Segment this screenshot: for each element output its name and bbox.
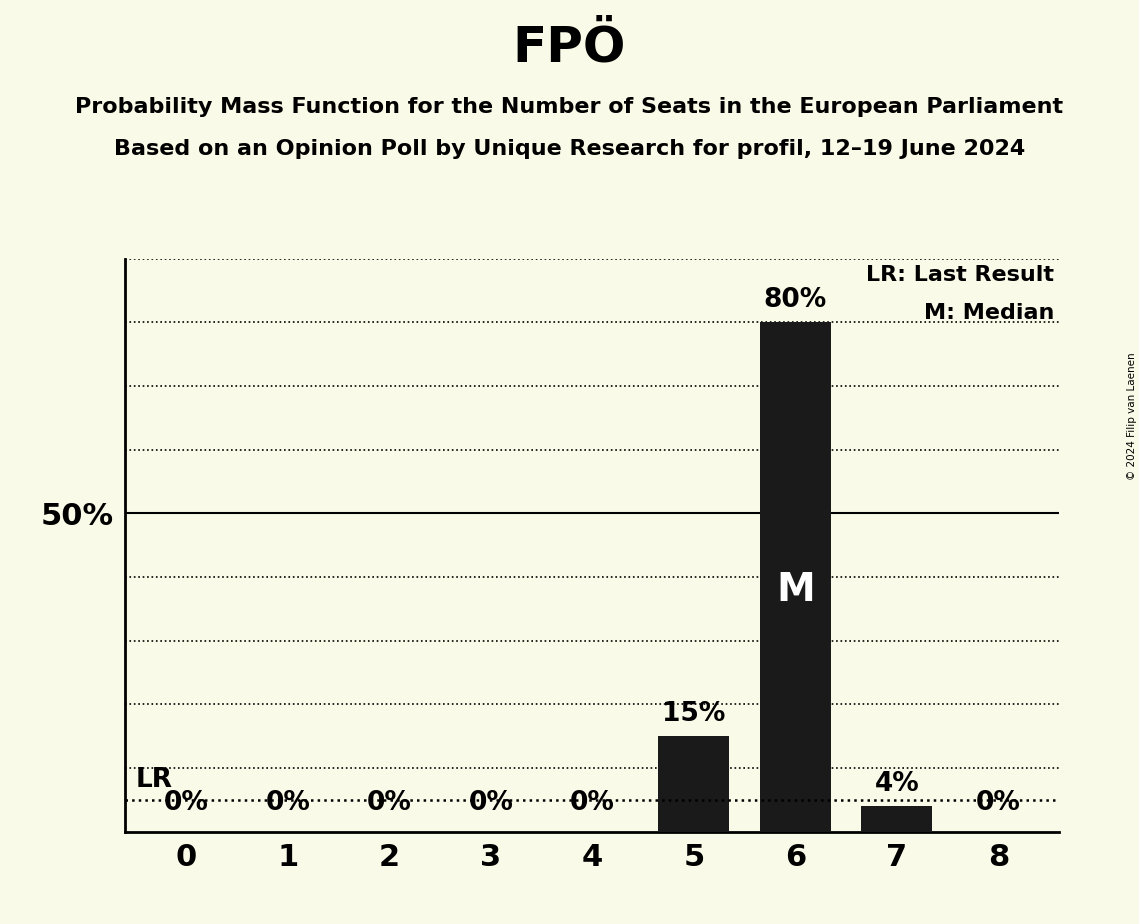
- Text: 15%: 15%: [662, 700, 726, 726]
- Text: 0%: 0%: [164, 790, 208, 816]
- Text: 80%: 80%: [763, 286, 827, 313]
- Text: 0%: 0%: [367, 790, 411, 816]
- Text: 0%: 0%: [265, 790, 310, 816]
- Text: M: Median: M: Median: [924, 303, 1055, 323]
- Text: 0%: 0%: [570, 790, 615, 816]
- Bar: [658, 736, 729, 832]
- Text: Based on an Opinion Poll by Unique Research for profil, 12–19 June 2024: Based on an Opinion Poll by Unique Resea…: [114, 139, 1025, 159]
- Text: Probability Mass Function for the Number of Seats in the European Parliament: Probability Mass Function for the Number…: [75, 97, 1064, 117]
- Text: LR: Last Result: LR: Last Result: [866, 265, 1055, 286]
- Text: FPÖ: FPÖ: [513, 23, 626, 71]
- Bar: [760, 322, 830, 832]
- Text: 0%: 0%: [468, 790, 514, 816]
- Text: LR: LR: [136, 768, 172, 794]
- Bar: [861, 806, 933, 832]
- Text: 0%: 0%: [976, 790, 1021, 816]
- Text: M: M: [776, 571, 814, 609]
- Text: 4%: 4%: [875, 771, 919, 796]
- Text: © 2024 Filip van Laenen: © 2024 Filip van Laenen: [1126, 352, 1137, 480]
